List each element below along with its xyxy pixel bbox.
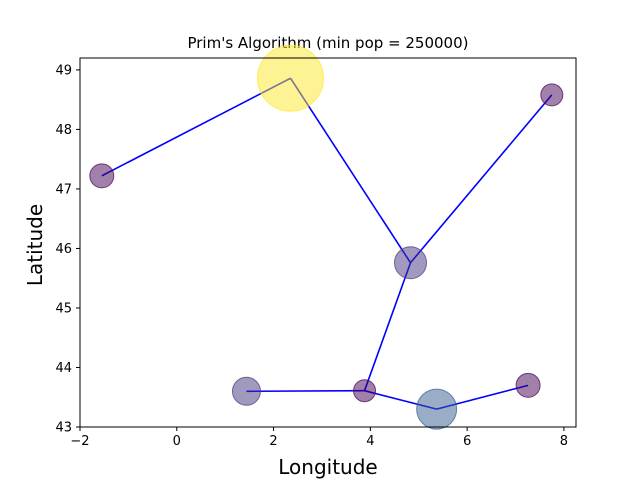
data-point-4 [231, 376, 261, 406]
y-tick-label-5: 48 [55, 123, 72, 138]
x-axis-title: Longitude [278, 455, 377, 479]
edge-line-4 [246, 389, 365, 393]
y-tick-label-2: 45 [55, 301, 72, 316]
chart-title: Prim's Algorithm (min pop = 250000) [187, 34, 468, 52]
edge-line-2 [409, 94, 553, 264]
x-tick-label-5: 8 [560, 434, 568, 449]
x-tick-label-4: 6 [463, 434, 471, 449]
edge-line-3 [363, 262, 412, 391]
y-tick-label-3: 46 [55, 242, 72, 257]
x-tick-label-1: 0 [173, 434, 181, 449]
data-point-1 [256, 44, 324, 112]
data-point-0 [89, 163, 115, 189]
y-tick-label-4: 47 [55, 182, 72, 197]
data-point-3 [394, 246, 428, 280]
y-axis-title: Latitude [23, 204, 47, 286]
x-tick-label-2: 2 [269, 434, 277, 449]
y-tick-label-6: 49 [55, 63, 72, 78]
data-point-7 [515, 372, 541, 398]
data-point-5 [353, 379, 377, 403]
data-point-2 [540, 83, 564, 107]
plot-frame [79, 57, 577, 428]
y-tick-label-1: 44 [55, 361, 72, 376]
data-point-6 [416, 388, 458, 430]
x-tick-label-0: −2 [70, 434, 89, 449]
edge-line-1 [289, 77, 412, 264]
edge-line-0 [101, 77, 291, 177]
y-tick-label-0: 43 [55, 421, 72, 436]
x-tick-label-3: 4 [366, 434, 374, 449]
